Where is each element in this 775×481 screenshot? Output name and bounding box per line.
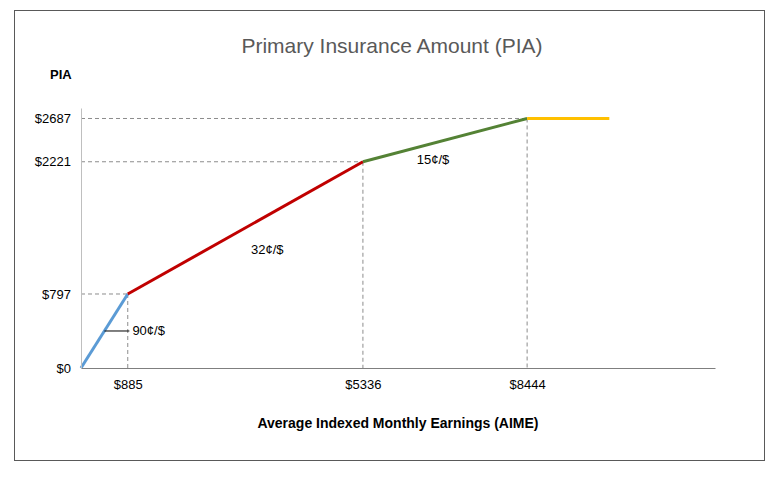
annotation-leader [104, 330, 129, 331]
x-tick: $8444 [510, 368, 546, 392]
y-tick: $797 [42, 287, 81, 302]
guide-line [527, 118, 528, 368]
x-axis-line [82, 368, 716, 369]
y-axis-title: PIA [50, 67, 72, 82]
title: Primary Insurance Amount (PIA) [241, 34, 542, 57]
guide-line [362, 162, 363, 368]
slope-annotation: 90¢/$ [132, 323, 165, 338]
guide-line [81, 118, 527, 119]
x-tick-label: $8444 [510, 377, 546, 392]
y-tick: $0 [57, 361, 81, 376]
y-axis: $0 $797 $2221 $2687 [35, 109, 82, 376]
x-tick: $885 [114, 368, 143, 392]
y-tick: $2687 [35, 111, 81, 126]
slope-annotation: 32¢/$ [251, 242, 284, 257]
y-tick-label: $0 [57, 361, 71, 376]
y-tick-label: $797 [42, 287, 71, 302]
y-axis-line [81, 109, 82, 369]
x-tick-label: $5336 [345, 377, 381, 392]
slope-annotation: 15¢/$ [417, 152, 450, 167]
x-tick: $5336 [345, 368, 381, 392]
line-segment [128, 162, 363, 294]
x-axis: $885 $5336 $8444 [82, 368, 716, 392]
x-tick-label: $885 [114, 377, 143, 392]
y-tick-label: $2687 [35, 111, 71, 126]
line-segment [527, 117, 609, 120]
y-tick-label: $2221 [35, 154, 71, 169]
frame [15, 11, 765, 461]
y-tick: $2221 [35, 154, 81, 169]
guide-line [81, 293, 128, 294]
plot-area [81, 118, 609, 368]
guide-line [81, 161, 363, 162]
x-axis-title: Average Indexed Monthly Earnings (AIME) [257, 415, 538, 431]
chart: Primary Insurance Amount (PIA) PIA Average… [0, 0, 775, 481]
